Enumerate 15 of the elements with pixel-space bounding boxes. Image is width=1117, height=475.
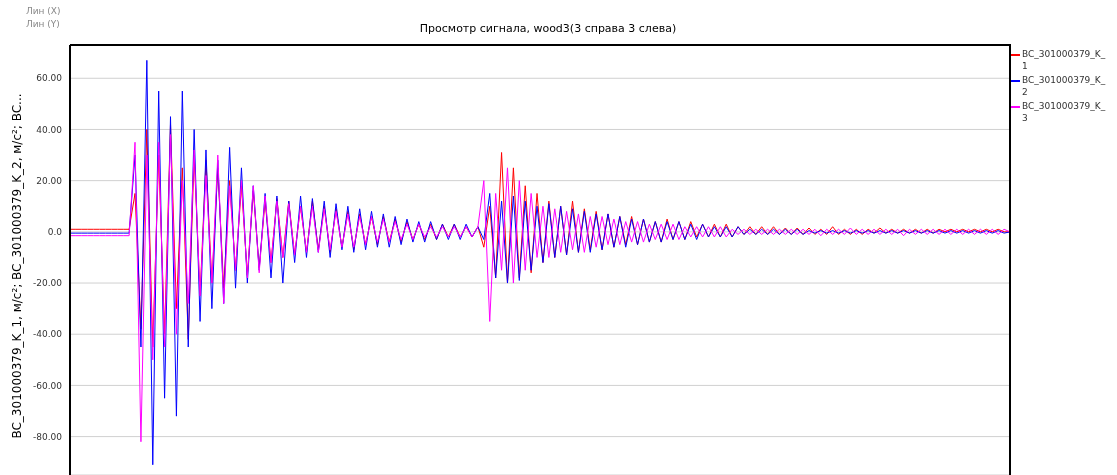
chart-title: Просмотр сигнала, wood3(3 справа 3 слева) xyxy=(419,22,677,35)
text: Лин (Y) xyxy=(26,19,60,29)
y-axis-title: BC_301000379_K_1, м/с²; BC_301000379_K_2, м/с²; BC... xyxy=(10,93,24,439)
y-tick-label: -60.00 xyxy=(32,380,63,391)
legend-label: BC_301000379_K_1 xyxy=(1022,48,1106,72)
legend-label: BC_301000379_K_2 xyxy=(1022,74,1106,98)
legend-label: BC_301000379_K_3 xyxy=(1022,100,1106,124)
y-tick-label: -40.00 xyxy=(32,329,63,340)
y-tick-label: -20.00 xyxy=(32,278,63,289)
y-tick-label: 0.0 xyxy=(47,227,63,238)
text: Лин (X) xyxy=(26,6,61,16)
y-tick-label: 60.00 xyxy=(36,73,63,84)
y-tick-label: -80.00 xyxy=(32,431,63,442)
y-tick-label: 20.00 xyxy=(36,175,63,186)
y-tick-label: 40.00 xyxy=(36,124,63,135)
